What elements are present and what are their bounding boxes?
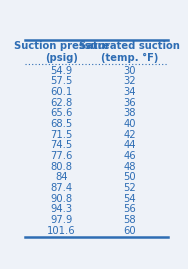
Text: 60: 60: [124, 226, 136, 236]
Text: 87.4: 87.4: [50, 183, 72, 193]
Text: 80.8: 80.8: [50, 162, 72, 172]
Text: 54.9: 54.9: [50, 66, 73, 76]
Text: 77.6: 77.6: [50, 151, 73, 161]
Text: 44: 44: [124, 140, 136, 150]
Text: Suction pressure
(psig): Suction pressure (psig): [14, 41, 109, 63]
Text: 42: 42: [124, 130, 136, 140]
Text: 65.6: 65.6: [50, 108, 73, 118]
Text: 68.5: 68.5: [50, 119, 73, 129]
Text: 71.5: 71.5: [50, 130, 73, 140]
Text: 101.6: 101.6: [47, 226, 76, 236]
Text: 52: 52: [124, 183, 136, 193]
Text: 54: 54: [124, 194, 136, 204]
Text: 84: 84: [55, 172, 68, 182]
Text: 60.1: 60.1: [50, 87, 73, 97]
Text: Saturated suction
(temp. °F): Saturated suction (temp. °F): [79, 41, 180, 63]
Text: 34: 34: [124, 87, 136, 97]
Text: 48: 48: [124, 162, 136, 172]
Text: 40: 40: [124, 119, 136, 129]
Text: 57.5: 57.5: [50, 76, 73, 86]
Text: 50: 50: [124, 172, 136, 182]
Text: 46: 46: [124, 151, 136, 161]
Text: 32: 32: [124, 76, 136, 86]
Text: 74.5: 74.5: [50, 140, 73, 150]
Text: 97.9: 97.9: [50, 215, 73, 225]
Text: 90.8: 90.8: [50, 194, 72, 204]
Text: 58: 58: [124, 215, 136, 225]
Text: 94.3: 94.3: [50, 204, 72, 214]
Text: 30: 30: [124, 66, 136, 76]
Text: 56: 56: [124, 204, 136, 214]
Text: 38: 38: [124, 108, 136, 118]
Text: 36: 36: [124, 98, 136, 108]
Text: 62.8: 62.8: [50, 98, 73, 108]
